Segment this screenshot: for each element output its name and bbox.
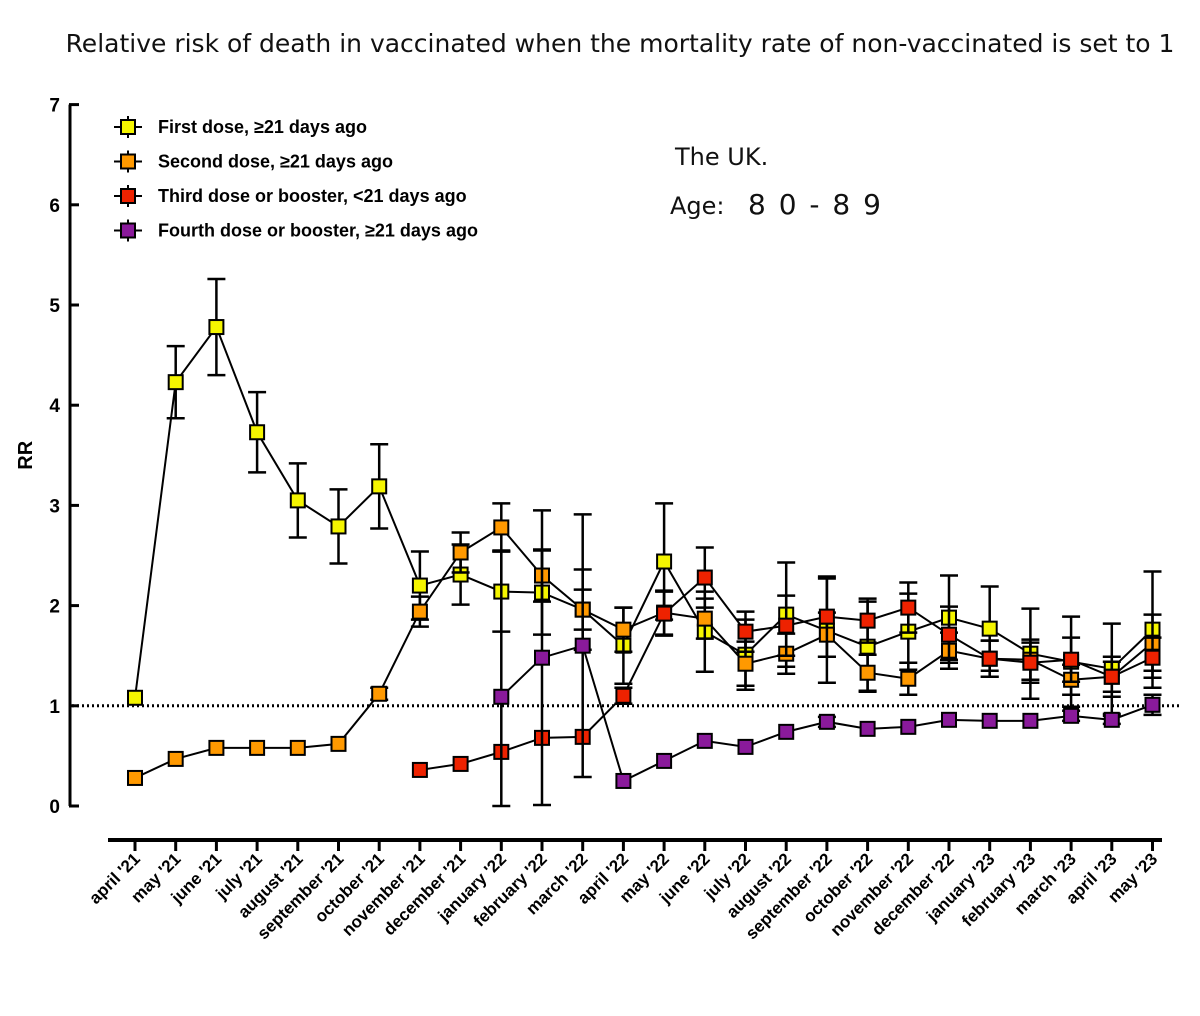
y-tick-label: 2 (49, 597, 60, 618)
data-point (249, 424, 266, 441)
y-tick-label: 7 (49, 96, 60, 117)
series-3 (411, 546, 1162, 778)
data-point (371, 685, 388, 702)
legend-marker (120, 188, 136, 204)
data-point (1022, 654, 1039, 671)
data-point (615, 621, 632, 638)
y-tick-label: 5 (49, 296, 60, 317)
data-point (1103, 668, 1120, 685)
data-point (411, 603, 428, 620)
data-point (778, 723, 795, 740)
series-4 (492, 509, 1162, 808)
data-point (574, 637, 591, 654)
data-point (859, 720, 876, 737)
y-tick-label: 1 (49, 697, 60, 718)
y-tick-label: 3 (49, 496, 60, 517)
data-point (941, 711, 957, 728)
data-point (127, 769, 143, 786)
y-tick-label: 4 (49, 396, 60, 417)
data-point (900, 599, 917, 616)
legend: First dose, ≥21 days ago Second dose, ≥21… (114, 116, 478, 242)
y-tick-label: 0 (49, 797, 60, 818)
data-point (452, 544, 469, 561)
data-point (330, 518, 347, 535)
data-point (859, 612, 876, 629)
data-point (818, 713, 835, 730)
data-point (981, 620, 998, 637)
data-point (615, 772, 632, 789)
data-point (1144, 696, 1161, 713)
data-point (1103, 711, 1120, 728)
data-point (696, 569, 713, 586)
series-group (127, 277, 1162, 808)
data-point (167, 750, 184, 767)
data-point (534, 649, 550, 666)
data-point (859, 664, 876, 681)
y-axis-label: RR (15, 440, 37, 469)
series-line (134, 324, 1154, 698)
data-point (737, 738, 754, 755)
data-point (1063, 707, 1080, 724)
annotation-country: The UK. (674, 143, 768, 171)
legend-marker (120, 119, 136, 135)
data-point (411, 577, 428, 594)
data-point (249, 739, 266, 756)
data-point (615, 687, 632, 704)
data-point (1144, 649, 1161, 666)
y-tick-label: 6 (49, 196, 60, 217)
data-point (656, 605, 673, 622)
series-1 (127, 277, 1162, 716)
annotation-age-value: 8 0 - 8 9 (748, 188, 883, 221)
data-point (330, 735, 347, 752)
data-point (778, 617, 795, 634)
data-point (696, 732, 713, 749)
data-point (900, 670, 917, 687)
data-point (127, 689, 143, 706)
data-point (1022, 712, 1039, 729)
legend-label: First dose, ≥21 days ago (158, 117, 367, 137)
data-point (208, 739, 225, 756)
legend-label: Fourth dose or booster, ≥21 days ago (158, 221, 478, 241)
data-point (900, 718, 917, 735)
data-point (289, 739, 306, 756)
data-point (371, 478, 388, 495)
legend-label: Third dose or booster, <21 days ago (158, 186, 467, 206)
data-point (289, 492, 306, 509)
data-point (493, 688, 510, 705)
data-point (818, 608, 835, 625)
data-point (493, 519, 510, 536)
legend-label: Second dose, ≥21 days ago (158, 152, 393, 172)
data-point (656, 752, 673, 769)
data-point (696, 610, 713, 627)
data-point (452, 755, 469, 772)
annotation-age-label: Age: (670, 192, 725, 220)
data-point (656, 553, 673, 570)
legend-marker (120, 153, 136, 170)
data-point (737, 623, 754, 640)
data-point (981, 650, 998, 667)
series-2 (127, 502, 1162, 786)
data-point (411, 761, 428, 778)
data-point (1063, 651, 1080, 668)
legend-marker (120, 222, 136, 239)
data-point (167, 374, 184, 391)
data-point (208, 319, 225, 336)
data-point (737, 655, 754, 672)
data-point (981, 712, 998, 729)
data-point (941, 626, 957, 643)
chart-title: Relative risk of death in vaccinated whe… (66, 29, 1175, 58)
